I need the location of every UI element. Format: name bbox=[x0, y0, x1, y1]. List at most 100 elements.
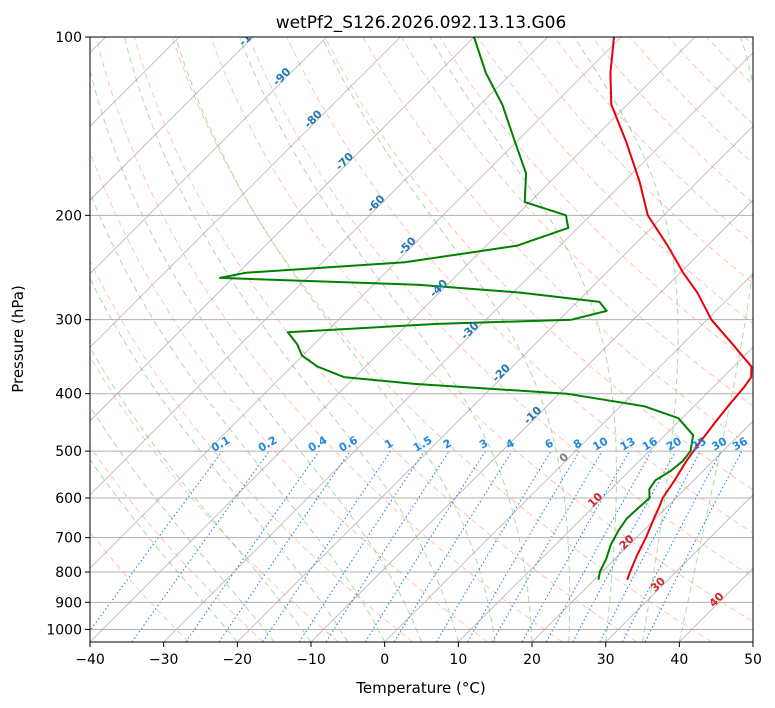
dry-adiabat-line bbox=[706, 37, 753, 86]
mixing-ratio-line bbox=[644, 450, 743, 642]
moist-adiabat-line bbox=[429, 37, 617, 642]
moist-adiabat-line bbox=[90, 277, 349, 642]
x-axis-title: Temperature (°C) bbox=[355, 679, 485, 697]
isotherm-line bbox=[90, 37, 327, 275]
dry-adiabat-line bbox=[668, 37, 753, 125]
mixing-ratio-line bbox=[218, 450, 351, 642]
moist-adiabat-line bbox=[90, 346, 312, 642]
y-tick-label: 900 bbox=[55, 595, 82, 611]
y-tick-label: 200 bbox=[55, 208, 82, 224]
mixing-ratio-label: 2 bbox=[441, 437, 454, 452]
isotherm-label: 40 bbox=[707, 590, 727, 610]
x-tick-label: 10 bbox=[449, 652, 467, 668]
temperature-profile-line bbox=[609, 37, 753, 581]
x-tick-label: 30 bbox=[597, 652, 615, 668]
dewpoint-profile-line bbox=[218, 37, 695, 581]
background-lines bbox=[90, 37, 753, 642]
x-axis: −40 −30 −20 −10 0 10 20 30 40 50 bbox=[75, 642, 762, 668]
y-tick-label: 400 bbox=[55, 387, 82, 403]
y-axis: 100 200 300 400 500 600 700 800 900 1000 bbox=[46, 30, 90, 638]
dry-adiabat-line bbox=[95, 37, 563, 642]
isotherm-line bbox=[90, 37, 475, 422]
x-tick-label: 40 bbox=[670, 652, 688, 668]
mixing-ratio-line bbox=[364, 450, 486, 642]
moist-adiabat-line bbox=[175, 37, 496, 642]
y-tick-label: 700 bbox=[55, 531, 82, 547]
chart-title: wetPf2_S126.2026.092.13.13.G06 bbox=[276, 13, 567, 33]
moist-adiabat-line bbox=[90, 458, 238, 642]
dry-adiabat-line bbox=[90, 356, 339, 642]
isotherm-line bbox=[679, 567, 753, 642]
moist-adiabat-line bbox=[573, 37, 679, 642]
isotherm-line bbox=[90, 37, 696, 642]
isotherm-line bbox=[458, 346, 753, 642]
x-tick-label: −10 bbox=[296, 652, 326, 668]
isotherm-label: 20 bbox=[617, 532, 637, 552]
isotherm-line bbox=[310, 199, 753, 642]
isotherm-label: -90 bbox=[270, 65, 293, 88]
x-tick-label: 50 bbox=[744, 652, 762, 668]
y-tick-label: 300 bbox=[55, 313, 82, 329]
isotherm-label: -70 bbox=[333, 150, 356, 173]
moist-adiabat-line bbox=[321, 37, 571, 642]
profiles bbox=[218, 37, 753, 581]
isotherm-line bbox=[237, 125, 753, 642]
moist-adiabat-line bbox=[90, 68, 422, 642]
y-axis-title: Pressure (hPa) bbox=[9, 285, 27, 393]
mixing-ratio-line bbox=[435, 450, 552, 642]
isotherm-label: -20 bbox=[490, 361, 513, 384]
isotherm-line bbox=[752, 641, 753, 642]
dry-adiabat-line bbox=[90, 531, 190, 642]
mixing-ratio-line bbox=[467, 450, 580, 642]
x-tick-label: 0 bbox=[380, 652, 389, 668]
mixing-ratio-line bbox=[521, 450, 630, 642]
isotherm-label: -80 bbox=[302, 107, 325, 130]
mixing-ratio-line bbox=[572, 450, 677, 642]
dry-adiabat-line bbox=[90, 150, 488, 642]
isotherm-label: -40 bbox=[427, 277, 450, 300]
mixing-ratio-line bbox=[262, 450, 392, 642]
isotherm-line bbox=[90, 37, 622, 569]
moist-adiabat-line bbox=[123, 37, 459, 642]
mixing-ratio-line bbox=[599, 450, 701, 642]
x-tick-label: 20 bbox=[523, 652, 541, 668]
dry-adiabat-line bbox=[515, 37, 753, 284]
mixing-ratio-line bbox=[298, 450, 425, 642]
moist-adiabat-line bbox=[239, 37, 533, 642]
dry-adiabat-line bbox=[553, 37, 753, 244]
y-tick-label: 1000 bbox=[46, 622, 82, 638]
dry-adiabat-line bbox=[744, 37, 753, 47]
dry-adiabat-line bbox=[210, 37, 753, 623]
isotherm-label: 10 bbox=[585, 490, 605, 510]
isotherm-line bbox=[605, 494, 753, 642]
y-tick-label: 600 bbox=[55, 491, 82, 507]
isotherm-line bbox=[90, 37, 254, 201]
mixing-ratio-label: 6 bbox=[543, 436, 556, 451]
dry-adiabat-line bbox=[133, 37, 638, 642]
x-tick-label: −40 bbox=[75, 652, 105, 668]
dry-adiabat-line bbox=[90, 259, 414, 642]
y-tick-label: 500 bbox=[55, 444, 82, 460]
mixing-ratio-line bbox=[185, 450, 320, 642]
y-tick-label: 100 bbox=[55, 30, 82, 46]
mixing-ratio-line bbox=[131, 450, 270, 642]
dry-adiabat-line bbox=[286, 37, 753, 534]
isotherm-label: -60 bbox=[364, 192, 387, 215]
isotherm-line bbox=[384, 273, 753, 642]
moist-adiabat-line bbox=[90, 405, 275, 642]
plot-frame bbox=[89, 36, 754, 643]
mixing-ratio-line bbox=[90, 450, 223, 632]
dry-adiabat-line bbox=[248, 37, 753, 578]
mixing-ratio-label: 4 bbox=[504, 436, 517, 451]
mixing-ratio-line bbox=[545, 450, 653, 642]
isotherm-label: -50 bbox=[396, 234, 419, 257]
mixing-ratio-line bbox=[325, 450, 450, 642]
dry-adiabat-line bbox=[324, 37, 753, 491]
moist-adiabat-line bbox=[678, 37, 753, 642]
moist-adiabat-line bbox=[90, 191, 386, 642]
y-tick-label: 800 bbox=[55, 565, 82, 581]
x-tick-label: −20 bbox=[223, 652, 253, 668]
isotherm-line bbox=[90, 37, 548, 496]
isotherm-line bbox=[163, 52, 753, 642]
